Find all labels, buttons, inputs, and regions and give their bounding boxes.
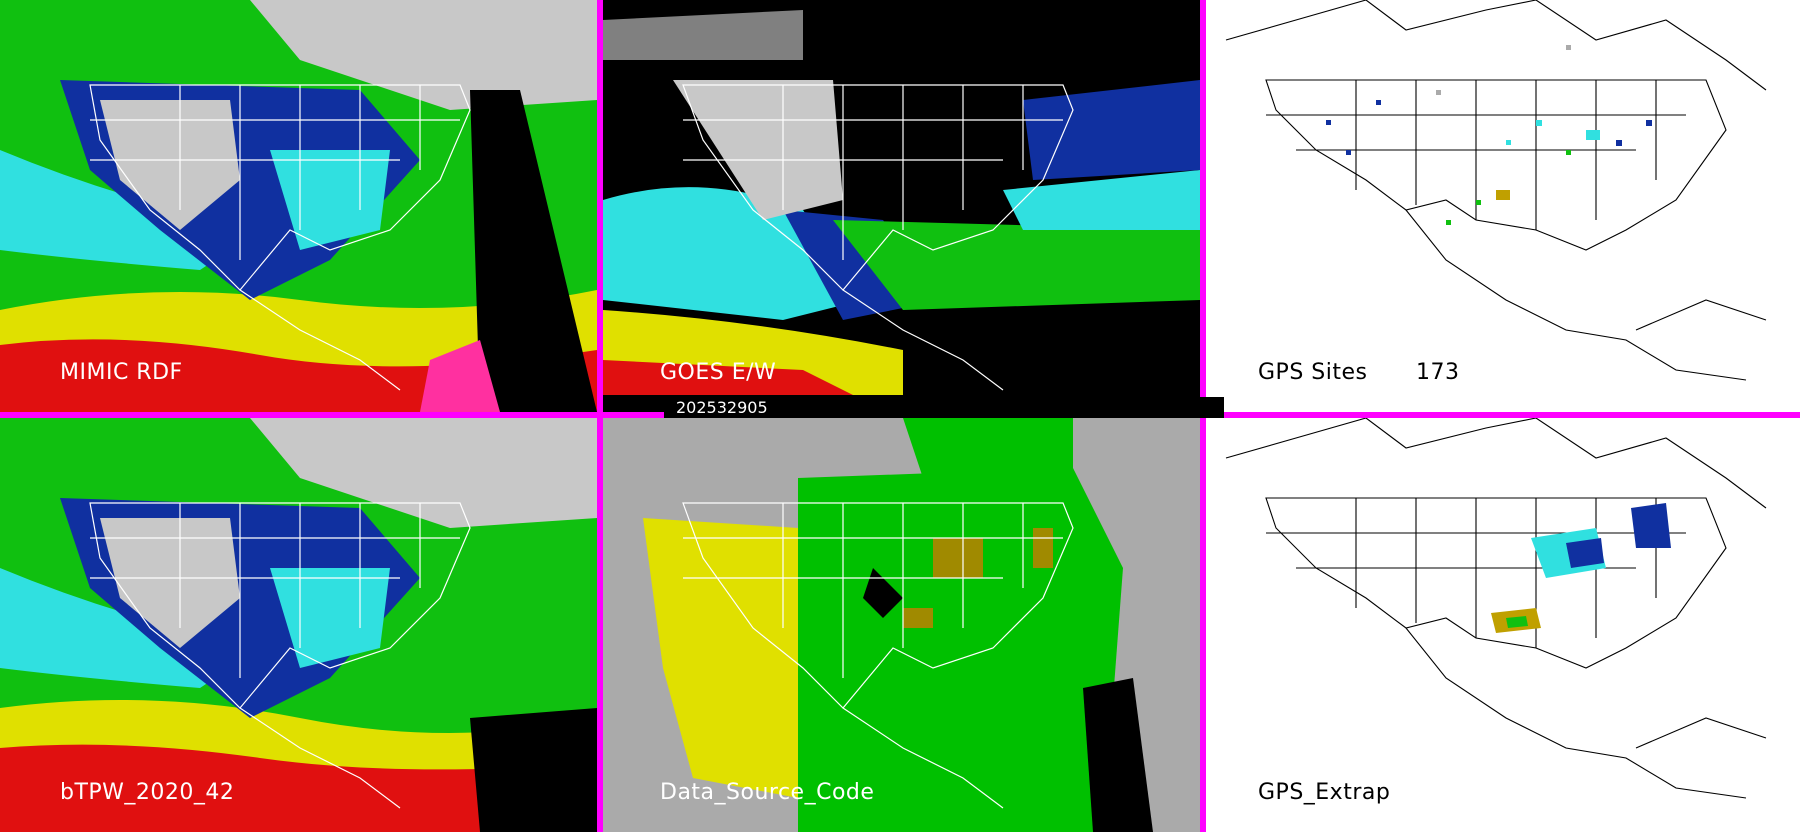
goes-map — [603, 0, 1200, 412]
panel-btpw: bTPW_2020_42 — [0, 418, 597, 832]
data-source-map — [603, 418, 1200, 832]
panel-label: GPS_Extrap — [1258, 780, 1391, 805]
gps-site-markers — [1326, 45, 1652, 225]
panel-gps-extrap: GPS_Extrap — [1206, 418, 1800, 832]
panel-label: GOES E/W — [660, 360, 777, 385]
timestamp-bar: 202532905 — [664, 397, 1224, 418]
panel-label: bTPW_2020_42 — [60, 780, 235, 805]
panel-mimic-rdf: MIMIC RDF — [0, 0, 597, 412]
panel-label: GPS Sites — [1258, 360, 1368, 385]
btpw-map — [0, 418, 597, 832]
gps-sites-map — [1206, 0, 1800, 412]
panel-gps-sites: GPS Sites 173 — [1206, 0, 1800, 412]
panel-label: MIMIC RDF — [60, 360, 183, 385]
panel-data-source: Data_Source_Code — [603, 418, 1200, 832]
gps-site-count: 173 — [1416, 360, 1460, 385]
panel-label: Data_Source_Code — [660, 780, 875, 805]
mimic-map — [0, 0, 597, 412]
panel-goes: GOES E/W — [603, 0, 1200, 412]
gps-extrap-map — [1206, 418, 1800, 832]
